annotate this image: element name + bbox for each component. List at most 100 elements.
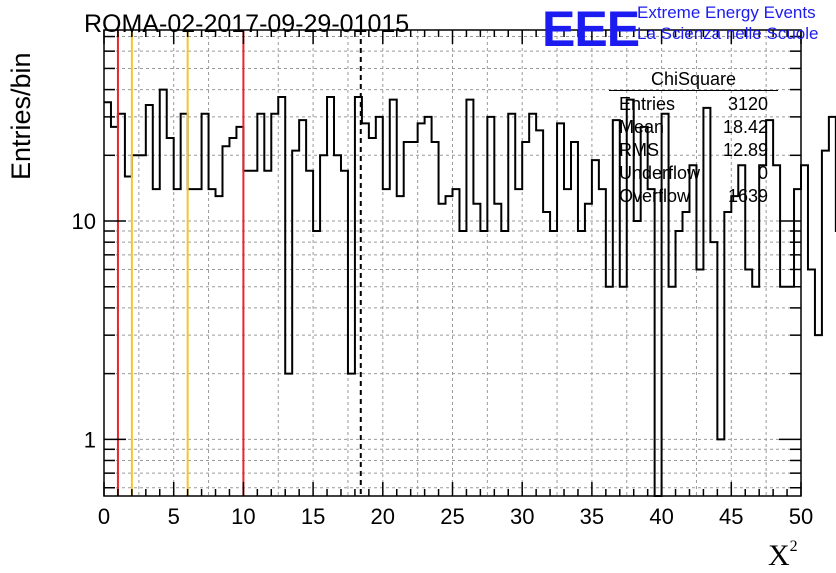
stats-row-entries: Entries 3120 [609,93,778,116]
histogram-bin [132,155,139,496]
histogram-bin [459,231,466,496]
stats-label: Overflow [619,185,690,208]
histogram-bin [585,204,592,496]
histogram-bin [446,196,453,496]
histogram-bin [717,439,724,496]
histogram-bin [648,189,655,496]
x-axis-label: X2 [768,538,798,573]
histogram-bin [592,160,599,496]
stats-box: ChiSquare Entries 3120 Mean 18.42 RMS 12.89… [609,68,778,208]
histogram-bin [745,269,752,496]
histogram-bin [669,287,676,496]
histogram-bin [557,123,564,496]
histogram-bin [383,189,390,496]
histogram-bin [501,231,508,496]
histogram-bin [808,269,815,496]
histogram-bin [271,114,278,496]
histogram-bin [285,374,292,496]
histogram-bin [425,117,432,496]
histogram-bin [390,100,397,496]
eee-logo-line1: Extreme Energy Events [637,3,816,23]
histogram-bin [146,105,153,496]
histogram-bin [174,189,181,496]
histogram-bin [473,204,480,496]
x-axis-label-base: X [768,539,790,572]
histogram-bin [243,171,250,496]
histogram-bin [404,142,411,496]
stats-row-mean: Mean 18.42 [609,116,778,139]
histogram-bin [550,231,557,496]
histogram-bin [195,189,202,496]
histogram-bin [536,130,543,496]
stats-label: Mean [619,116,664,139]
histogram-bin [327,97,334,496]
stats-box-title: ChiSquare [609,68,778,90]
histogram-bin [397,196,404,496]
histogram-bin [480,231,487,496]
histogram-bin [299,120,306,496]
histogram-bin [564,189,571,496]
x-tick-label: 10 [231,504,255,529]
histogram-bin [696,269,703,496]
histogram-bin [724,212,731,496]
histogram-bin [683,212,690,496]
x-tick-label: 45 [719,504,743,529]
histogram-bin [222,146,229,496]
histogram-bin [689,165,696,496]
histogram-bin [313,231,320,496]
histogram-bin [348,374,355,496]
histogram-bin [487,117,494,496]
histogram-bin [320,155,327,496]
stats-label: Entries [619,93,675,116]
x-tick-label: 30 [510,504,534,529]
x-axis-label-superscript: 2 [790,538,798,555]
stats-label: RMS [619,139,659,162]
histogram-bin [411,142,418,496]
histogram-bin [710,242,717,496]
histogram-bin [216,196,223,496]
histogram-bin [759,165,766,496]
histogram-bin [188,189,195,496]
histogram-bin [278,97,285,496]
histogram-bin [634,221,641,496]
stats-value: 0 [758,162,768,185]
histogram-bin [153,189,160,496]
x-tick-label: 40 [649,504,673,529]
histogram-bin [139,155,146,496]
histogram-bin [202,114,209,496]
x-tick-label: 35 [580,504,604,529]
x-tick-label: 20 [371,504,395,529]
histogram-bin [236,127,243,496]
histogram-bin [111,127,118,496]
histogram-bin [543,212,550,496]
histogram-bin [522,142,529,496]
histogram-bin [104,102,111,496]
histogram-bin [752,287,759,496]
histogram-bin [341,171,348,496]
histogram-bin [432,142,439,496]
histogram-bin [822,151,829,496]
x-tick-label: 25 [440,504,464,529]
stats-value: 3120 [728,93,768,116]
histogram-bin [229,138,236,496]
histogram-bin [787,287,794,496]
histogram-bin [257,114,264,496]
x-tick-label: 50 [789,504,813,529]
histogram-bin [738,165,745,496]
stats-box-divider [609,90,778,91]
stats-row-rms: RMS 12.89 [609,139,778,162]
histogram-bin [362,123,369,496]
chart-title: ROMA-02-2017-09-29-01015 [84,10,409,39]
histogram-bin [292,151,299,496]
stats-value: 18.42 [723,116,768,139]
histogram-bin [306,171,313,496]
stats-value: 12.89 [723,139,768,162]
histogram-bin [508,114,515,496]
histogram-bin [439,204,446,496]
histogram-bin [606,287,613,496]
histogram-bin [453,189,460,496]
histogram-bin [815,335,822,496]
histogram-bin [418,123,425,496]
histogram-bin [209,189,216,496]
